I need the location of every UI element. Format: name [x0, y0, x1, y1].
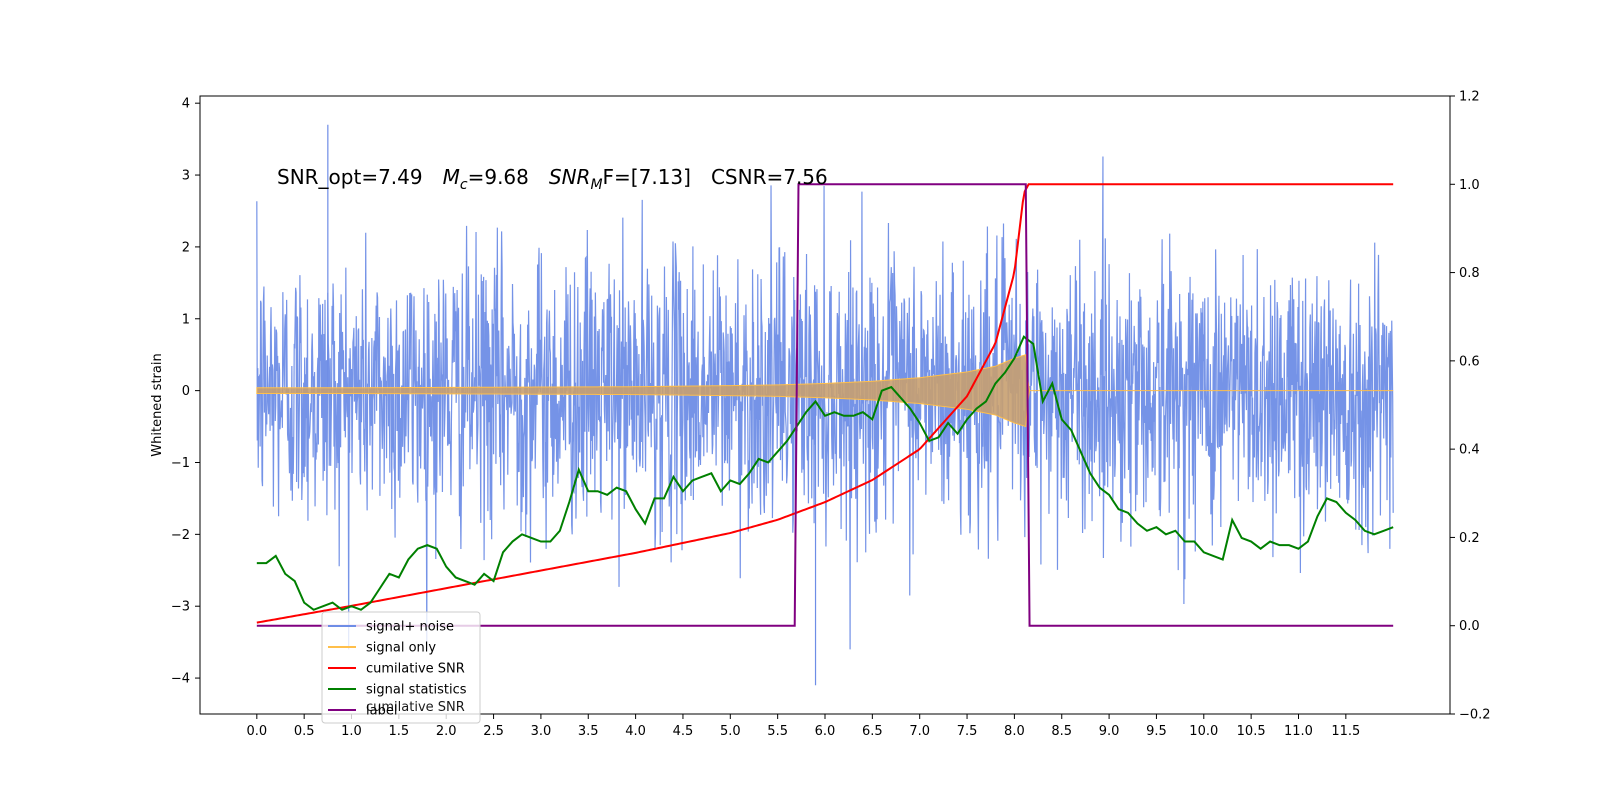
y-right-tick-label: 0.6 [1459, 354, 1480, 369]
legend-entry-label: label [366, 704, 397, 719]
y-right-tick-label: 0.8 [1459, 266, 1480, 281]
x-tick-label: 6.5 [862, 724, 883, 739]
series-signal-noise-line [256, 156, 1394, 650]
series-label-line [256, 183, 1394, 627]
legend-entry-label: signal only [366, 641, 436, 656]
x-tick-label: 10.0 [1189, 724, 1218, 739]
y-left-tick-label: −1 [171, 456, 190, 471]
x-tick-label: 6.0 [815, 724, 836, 739]
y-right-tick-label: 0.0 [1459, 619, 1480, 634]
y-left-tick-label: 3 [182, 169, 190, 184]
x-tick-label: 4.5 [673, 724, 694, 739]
y-right-tick-label: 1.2 [1459, 90, 1480, 105]
x-tick-label: 2.0 [436, 724, 457, 739]
x-tick-label: 9.5 [1146, 724, 1167, 739]
legend-entry-label: signal statistics [366, 683, 467, 698]
x-tick-label: 7.0 [909, 724, 930, 739]
y-left-tick-label: −2 [171, 528, 190, 543]
x-tick-label: 9.0 [1099, 724, 1120, 739]
y-right-tick-label: −0.2 [1459, 708, 1491, 723]
y-right-tick-label: 1.0 [1459, 178, 1480, 193]
x-axis: 0.0 0.5 1.0 1.5 2.0 2.5 3.0 3.5 4.0 4.5 5.0 5.5 6.0 6… [246, 714, 1360, 739]
y-left-tick-label: −3 [171, 600, 190, 615]
y-axis-label: Whitened strain [150, 353, 165, 456]
x-tick-label: 8.5 [1051, 724, 1072, 739]
x-tick-label: 2.5 [483, 724, 504, 739]
y-left-tick-label: 0 [182, 384, 190, 399]
x-tick-label: 3.0 [531, 724, 552, 739]
y-right-tick-label: 0.4 [1459, 443, 1480, 458]
y-axis-left: 4 3 2 1 0 −1 −2 −3 −4 [171, 97, 200, 687]
y-left-tick-label: 1 [182, 312, 190, 327]
y-left-tick-label: 2 [182, 240, 190, 255]
x-tick-label: 5.5 [767, 724, 788, 739]
y-left-tick-label: −4 [171, 672, 190, 687]
legend-ghost-text: cumilative SNR [366, 700, 465, 715]
x-tick-label: 0.0 [246, 724, 267, 739]
y-left-tick-label: 4 [182, 97, 190, 112]
x-tick-label: 5.0 [720, 724, 741, 739]
series-cumulative-snr-line [256, 183, 1394, 624]
legend: cumilative SNR signal+ noise signal only cu… [321, 611, 481, 724]
x-tick-label: 3.5 [578, 724, 599, 739]
series-layer [256, 124, 1394, 686]
annotation-text: SNR_opt=7.49 Mc=9.68 SNRMF=[7.13] CSNR=7.56 [277, 165, 828, 193]
legend-entry-label: signal+ noise [366, 620, 454, 635]
x-tick-label: 11.5 [1331, 724, 1360, 739]
y-right-tick-label: 0.2 [1459, 531, 1480, 546]
series-signal-statistics-line [256, 335, 1394, 611]
x-tick-label: 10.5 [1237, 724, 1266, 739]
legend-entry-label: cumilative SNR [366, 662, 465, 677]
annotation-line: SNR_opt=7.49 Mc=9.68 SNRMF=[7.13] CSNR=7.56 [277, 165, 828, 193]
x-tick-label: 11.0 [1284, 724, 1313, 739]
series-signal-only-band [256, 354, 1394, 428]
x-tick-label: 7.5 [957, 724, 978, 739]
x-tick-label: 1.0 [341, 724, 362, 739]
legend-box [321, 611, 481, 724]
x-tick-label: 4.0 [625, 724, 646, 739]
x-tick-label: 8.0 [1004, 724, 1025, 739]
x-tick-label: 0.5 [294, 724, 315, 739]
y-axis-right: 1.2 1.0 0.8 0.6 0.4 0.2 0.0 −0.2 [1450, 90, 1491, 723]
x-tick-label: 1.5 [389, 724, 410, 739]
